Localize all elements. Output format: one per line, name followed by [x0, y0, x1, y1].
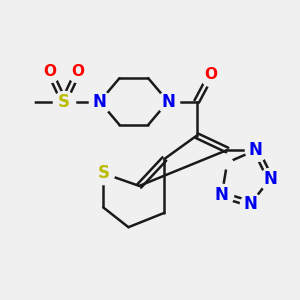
Text: N: N [249, 141, 263, 159]
Text: N: N [161, 92, 175, 110]
Text: O: O [43, 64, 56, 79]
Text: N: N [93, 92, 107, 110]
Text: N: N [244, 195, 257, 213]
Text: S: S [97, 164, 109, 182]
Text: N: N [215, 186, 229, 204]
Text: O: O [72, 64, 85, 79]
Text: N: N [263, 170, 277, 188]
Text: O: O [205, 67, 218, 82]
Text: S: S [58, 92, 70, 110]
